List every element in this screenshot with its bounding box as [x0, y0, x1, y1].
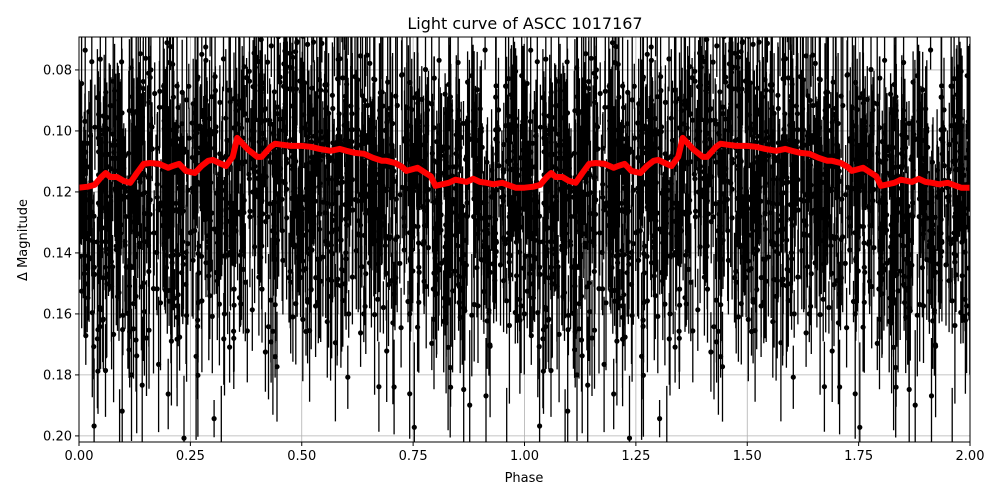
y-tick-label: 0.14	[43, 246, 72, 261]
x-axis-label: Phase	[505, 471, 544, 486]
y-axis-label: Δ Magnitude	[16, 199, 31, 281]
x-tick-label: 1.00	[510, 449, 539, 464]
x-tick-label: 0.75	[399, 449, 428, 464]
x-axis-ticks: 0.00 0.25 0.50 0.75 1.00 1.25 1.50 1.75 2.00	[65, 442, 985, 464]
y-tick-label: 0.20	[43, 429, 72, 444]
y-tick-label: 0.18	[43, 368, 72, 383]
x-tick-label: 1.75	[844, 449, 873, 464]
chart-title: Light curve of ASCC 1017167	[407, 14, 642, 33]
y-tick-label: 0.10	[43, 124, 72, 139]
y-tick-label: 0.12	[43, 185, 72, 200]
binned-mean-curve	[79, 134, 970, 191]
x-tick-label: 2.00	[956, 449, 985, 464]
y-axis-ticks: 0.08 0.10 0.12 0.14 0.16 0.18 0.20	[43, 63, 79, 444]
y-tick-label: 0.16	[43, 307, 72, 322]
x-tick-label: 0.00	[65, 449, 94, 464]
x-tick-label: 0.25	[176, 449, 205, 464]
x-tick-label: 0.50	[287, 449, 316, 464]
plot-area	[78, 36, 971, 443]
y-tick-label: 0.08	[43, 63, 72, 78]
x-tick-label: 1.50	[733, 449, 762, 464]
x-tick-label: 1.25	[621, 449, 650, 464]
